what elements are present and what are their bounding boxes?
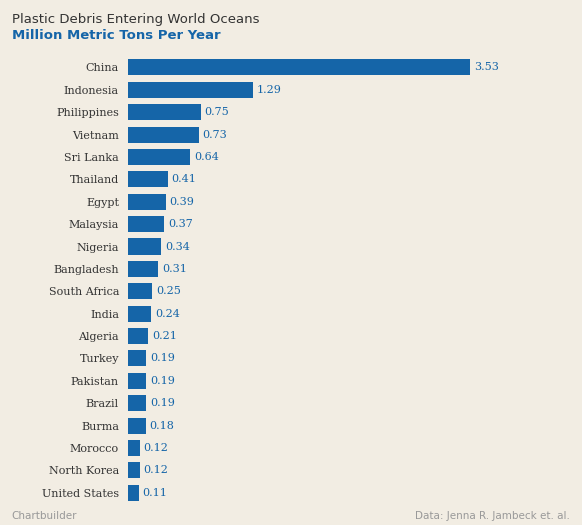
Bar — [128, 395, 147, 411]
Text: 0.19: 0.19 — [150, 376, 175, 386]
Text: 0.18: 0.18 — [150, 421, 174, 430]
Text: 0.37: 0.37 — [168, 219, 193, 229]
Text: Chartbuilder: Chartbuilder — [12, 511, 77, 521]
Bar — [128, 238, 161, 255]
Text: 0.73: 0.73 — [203, 130, 228, 140]
Text: 0.12: 0.12 — [144, 443, 168, 453]
Bar — [128, 82, 253, 98]
Bar — [128, 440, 140, 456]
Text: 3.53: 3.53 — [474, 62, 499, 72]
Text: 0.39: 0.39 — [170, 197, 194, 207]
Bar — [128, 328, 148, 344]
Bar — [128, 104, 201, 120]
Bar — [128, 216, 164, 232]
Bar — [128, 417, 146, 434]
Text: 0.19: 0.19 — [150, 353, 175, 363]
Bar — [128, 261, 158, 277]
Text: 0.12: 0.12 — [144, 465, 168, 475]
Text: 0.41: 0.41 — [172, 174, 197, 184]
Text: 0.11: 0.11 — [143, 488, 168, 498]
Text: 0.31: 0.31 — [162, 264, 187, 274]
Bar — [128, 306, 151, 322]
Bar — [128, 350, 147, 366]
Text: 1.29: 1.29 — [257, 85, 282, 95]
Text: 0.24: 0.24 — [155, 309, 180, 319]
Text: 0.25: 0.25 — [156, 286, 181, 296]
Bar — [128, 127, 199, 143]
Text: 0.21: 0.21 — [152, 331, 177, 341]
Text: 0.64: 0.64 — [194, 152, 219, 162]
Text: Plastic Debris Entering World Oceans: Plastic Debris Entering World Oceans — [12, 13, 259, 26]
Bar — [128, 485, 139, 501]
Text: 0.75: 0.75 — [205, 107, 229, 117]
Bar — [128, 149, 190, 165]
Text: Million Metric Tons Per Year: Million Metric Tons Per Year — [12, 29, 220, 42]
Bar — [128, 59, 470, 76]
Bar — [128, 194, 166, 210]
Bar — [128, 463, 140, 478]
Bar — [128, 171, 168, 187]
Bar — [128, 283, 152, 299]
Text: 0.34: 0.34 — [165, 242, 190, 251]
Bar — [128, 373, 147, 389]
Text: 0.19: 0.19 — [150, 398, 175, 408]
Text: Data: Jenna R. Jambeck et. al.: Data: Jenna R. Jambeck et. al. — [416, 511, 570, 521]
